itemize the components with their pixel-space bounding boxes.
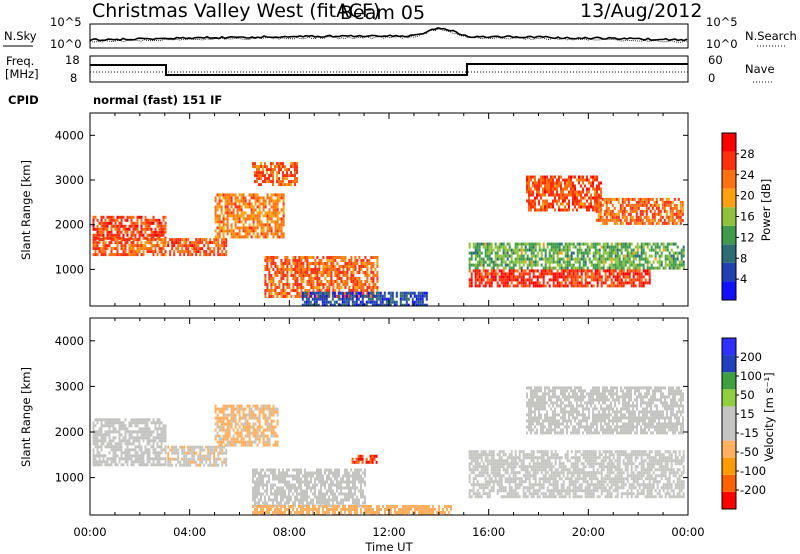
- colorbar-segment: [722, 281, 736, 300]
- data-region: [252, 505, 452, 515]
- data-region: [526, 386, 684, 435]
- velocity-panel: 1000 2000 3000 4000 00:00 04:00 08:00 12:00 16:0…: [19, 317, 776, 554]
- frequency-panel: Freq. [MHz] 18 8 60 0 Nave: [5, 53, 775, 85]
- xtick-label: 12:00: [372, 525, 405, 539]
- ytick-label: 4000: [55, 128, 84, 142]
- ytick-label: 1000: [55, 262, 84, 276]
- colorbar-segment: [722, 355, 736, 373]
- noise-search-trace: [89, 28, 688, 43]
- colorbar-tick-label: 16: [740, 210, 755, 224]
- colorbar-tick-label: 12: [740, 230, 755, 244]
- colorbar-segment: [722, 338, 736, 356]
- data-region: [351, 454, 378, 464]
- power-panel: 1000 2000 3000 4000 Slant Range [km] 4 8 12 16…: [19, 112, 773, 307]
- xtick-label: 04:00: [173, 525, 206, 539]
- data-region: [92, 215, 167, 240]
- xtick-label: 20:00: [572, 525, 605, 539]
- colorbar-tick-label: -15: [740, 426, 759, 440]
- freq-label: Freq.: [6, 54, 34, 68]
- nave-tick-low: 0: [708, 71, 715, 85]
- freq-unit-label: [MHz]: [5, 67, 39, 81]
- colorbar-segment: [722, 244, 736, 263]
- ytick-label: 1000: [55, 471, 84, 485]
- data-region: [468, 269, 651, 288]
- colorbar-tick-label: -200: [740, 483, 766, 497]
- noise-left-tick-high: 10^5: [50, 15, 82, 29]
- colorbar-tick-label: 50: [740, 388, 755, 402]
- noise-right-tick-low: 10^0: [706, 37, 738, 51]
- ytick-label: 3000: [55, 173, 84, 187]
- noise-right-tick-high: 10^5: [706, 15, 738, 29]
- beam-label: Beam 05: [340, 2, 425, 24]
- cpid-value: normal (fast) 151 IF: [93, 93, 222, 107]
- power-colorbar-label: Power [dB]: [759, 179, 773, 242]
- data-region: [301, 291, 428, 306]
- data-region: [167, 238, 228, 257]
- data-region: [214, 193, 285, 239]
- ytick-label: 2000: [55, 425, 84, 439]
- colorbar-tick-label: 20: [740, 189, 755, 203]
- nave-label: Nave: [745, 62, 775, 76]
- ytick-label: 2000: [55, 218, 84, 232]
- colorbar-tick-label: -100: [740, 464, 766, 478]
- colorbar-tick-label: 4: [740, 272, 747, 286]
- noise-sky-label: N.Sky: [4, 29, 37, 43]
- data-region: [92, 238, 167, 257]
- data-region: [264, 256, 379, 298]
- colorbar-segment: [722, 188, 736, 208]
- power-ylabel: Slant Range [km]: [19, 160, 33, 260]
- colorbar-segment: [722, 372, 736, 390]
- ytick-label: 4000: [55, 334, 84, 348]
- colorbar-frame: [721, 337, 737, 510]
- data-region: [595, 197, 684, 225]
- figure-title: Christmas Valley West (fitACF): [92, 0, 380, 22]
- colorbar-segment: [722, 225, 736, 245]
- colorbar-tick-label: 8: [740, 251, 747, 265]
- data-region: [468, 242, 685, 270]
- noise-left-tick-low: 10^0: [50, 37, 82, 51]
- xtick-label: 00:00: [671, 525, 704, 539]
- colorbar-segment: [722, 406, 736, 424]
- colorbar-tick-label: -50: [740, 445, 759, 459]
- ytick-label: 3000: [55, 379, 84, 393]
- nave-tick-high: 60: [708, 53, 723, 67]
- xtick-label: 16:00: [472, 525, 505, 539]
- xaxis-label: Time UT: [364, 540, 413, 554]
- colorbar-segment: [722, 151, 736, 171]
- colorbar-segment: [722, 207, 736, 226]
- data-region: [92, 418, 167, 467]
- colorbar-segment: [722, 262, 736, 282]
- colorbar-tick-label: 24: [740, 168, 755, 182]
- freq-tick-high: 18: [65, 53, 80, 67]
- xtick-label: 00:00: [73, 525, 106, 539]
- colorbar-tick-label: 200: [740, 350, 762, 364]
- xtick-label: 08:00: [273, 525, 306, 539]
- data-region: [167, 445, 228, 467]
- colorbar-segment: [722, 170, 736, 189]
- data-region: [252, 162, 298, 187]
- colorbar-segment: [722, 440, 736, 458]
- colorbar-tick-label: 28: [740, 147, 755, 161]
- velocity-colorbar-label: Velocity [m s⁻¹]: [762, 372, 776, 461]
- data-region: [214, 404, 279, 447]
- colorbar-tick-label: 100: [740, 369, 762, 383]
- colorbar-segment: [722, 423, 736, 441]
- colorbar-segment: [722, 491, 736, 509]
- data-region: [252, 468, 366, 508]
- colorbar-tick-label: 15: [740, 407, 755, 421]
- colorbar-segment: [722, 474, 736, 492]
- cpid-label: CPID: [8, 93, 39, 107]
- freq-tick-low: 8: [70, 71, 77, 85]
- data-region: [468, 450, 685, 499]
- date-label: 13/Aug/2012: [580, 0, 702, 22]
- colorbar-segment: [722, 389, 736, 407]
- noise-sky-trace: [89, 27, 688, 42]
- colorbar-segment: [722, 133, 736, 152]
- data-region: [526, 175, 602, 212]
- colorbar-segment: [722, 457, 736, 475]
- velocity-ylabel: Slant Range [km]: [19, 367, 33, 467]
- noise-search-label: N.Search: [745, 29, 797, 43]
- noise-panel: N.Sky 10^5 10^0 10^5 10^0 N.Search: [3, 15, 797, 51]
